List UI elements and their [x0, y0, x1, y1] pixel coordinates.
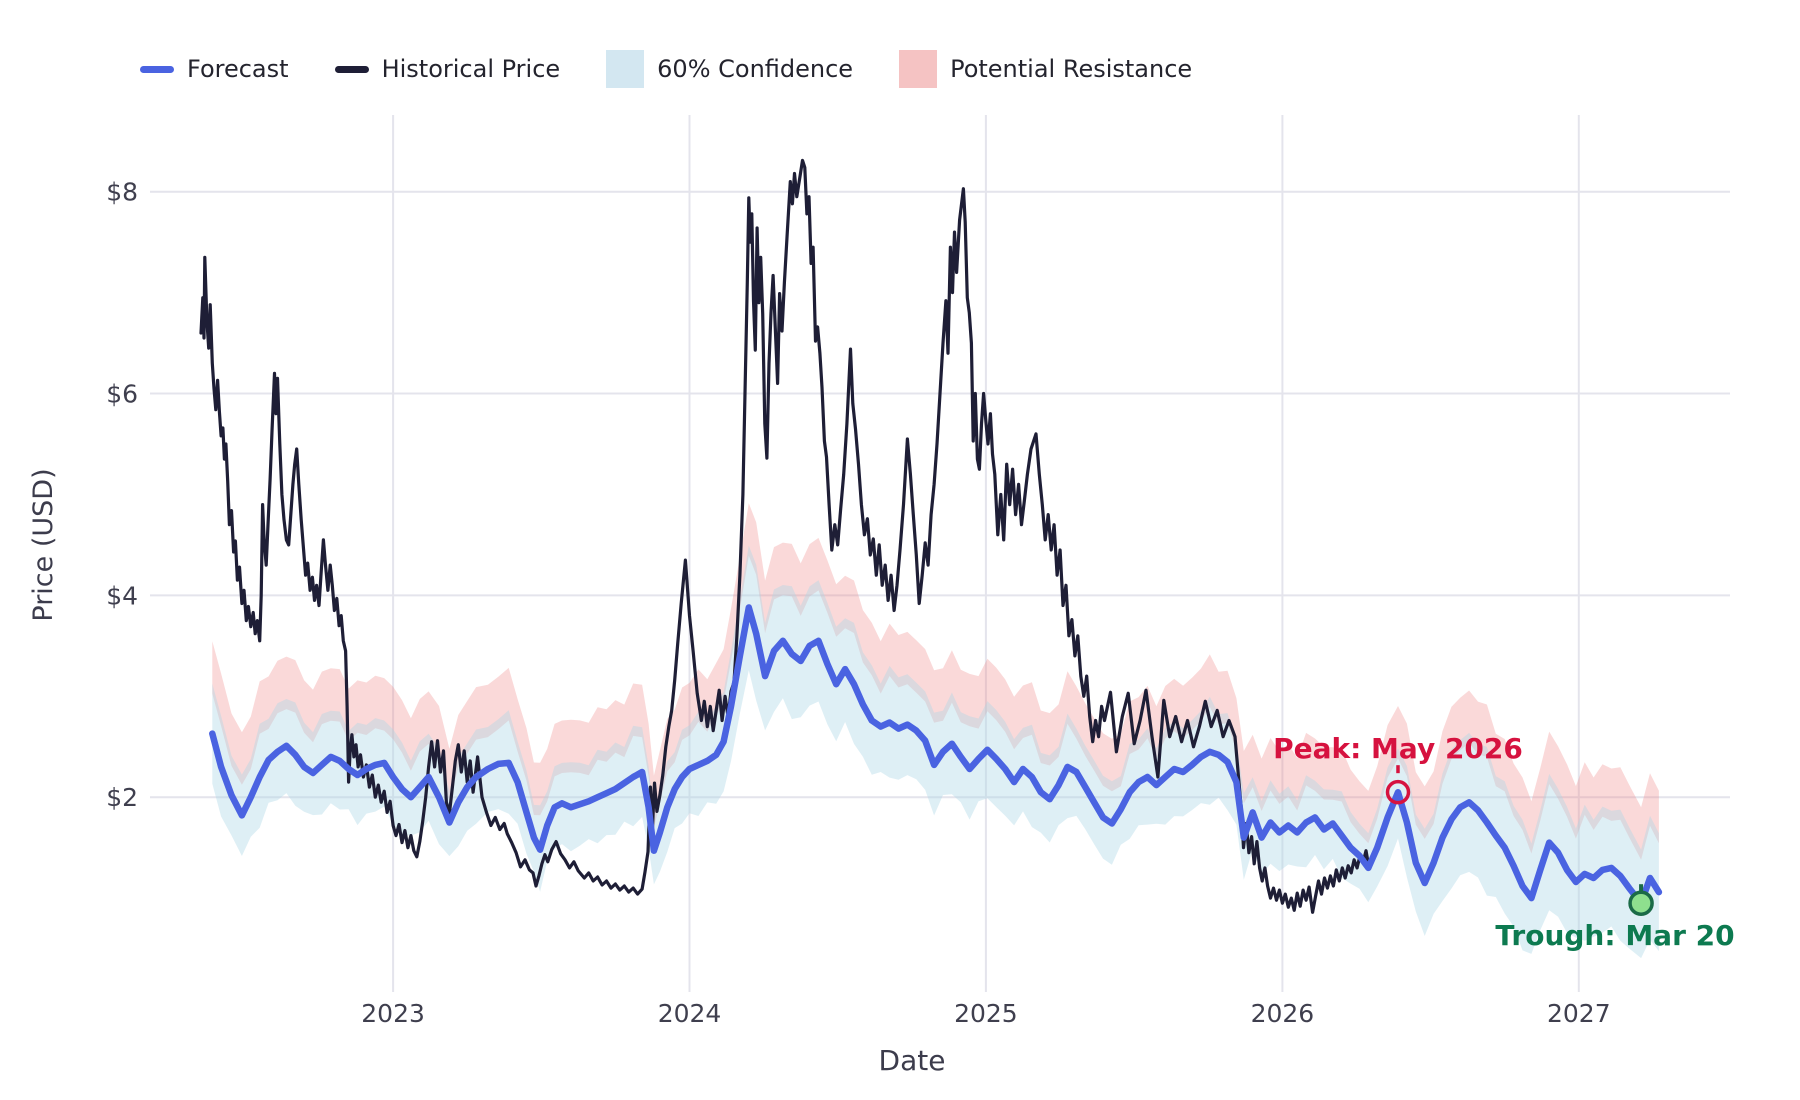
- legend-item-confidence[interactable]: 60% Confidence: [606, 50, 853, 88]
- y-tick-label: $8: [106, 178, 138, 207]
- x-axis-title: Date: [879, 1044, 946, 1077]
- y-tick-label: $2: [106, 783, 138, 812]
- x-tick-label: 2025: [954, 999, 1018, 1028]
- confidence-band: [212, 545, 1659, 959]
- chart-legend: Forecast Historical Price 60% Confidence…: [140, 50, 1192, 88]
- y-tick-label: $6: [106, 380, 138, 409]
- plot-area[interactable]: [150, 115, 1730, 992]
- y-axis-title: Price (USD): [28, 468, 59, 621]
- x-tick-label: 2023: [361, 999, 425, 1028]
- peak-marker: [1385, 779, 1411, 805]
- x-tick-label: 2024: [658, 999, 722, 1028]
- trough-marker: [1628, 890, 1654, 916]
- resistance-band: [212, 503, 1659, 860]
- historical-line-swatch: [334, 65, 369, 73]
- y-tick-label: $4: [106, 581, 138, 610]
- legend-label: Historical Price: [381, 55, 561, 83]
- series-layer: [199, 158, 1663, 914]
- legend-item-forecast[interactable]: Forecast: [140, 55, 289, 83]
- x-tick-label: 2027: [1547, 999, 1611, 1028]
- historical-price-line: [199, 158, 1373, 914]
- bands-layer: [212, 503, 1659, 959]
- trough-annotation: Trough: Mar 20: [1495, 884, 1735, 952]
- legend-label: 60% Confidence: [657, 55, 854, 83]
- resistance-band-swatch: [899, 50, 938, 88]
- legend-item-resistance[interactable]: Potential Resistance: [899, 50, 1192, 88]
- forecast-line-swatch: [140, 65, 174, 73]
- legend-item-historical-price[interactable]: Historical Price: [334, 55, 561, 83]
- x-tick-label: 2026: [1251, 999, 1315, 1028]
- annotation-label: Trough: Mar 20: [1495, 919, 1734, 952]
- annotations-layer: Peak: May 2026 Trough: Mar 20: [1273, 732, 1735, 952]
- forecast-line: [209, 604, 1663, 907]
- peak-annotation: Peak: May 2026: [1273, 732, 1523, 805]
- legend-label: Potential Resistance: [950, 55, 1193, 83]
- tick-labels: $2 $4 $6 $8 2023 2024 2025 2026 2027: [106, 178, 1610, 1028]
- annotation-label: Peak: May 2026: [1273, 732, 1523, 765]
- legend-label: Forecast: [187, 55, 289, 83]
- confidence-band-swatch: [606, 50, 645, 88]
